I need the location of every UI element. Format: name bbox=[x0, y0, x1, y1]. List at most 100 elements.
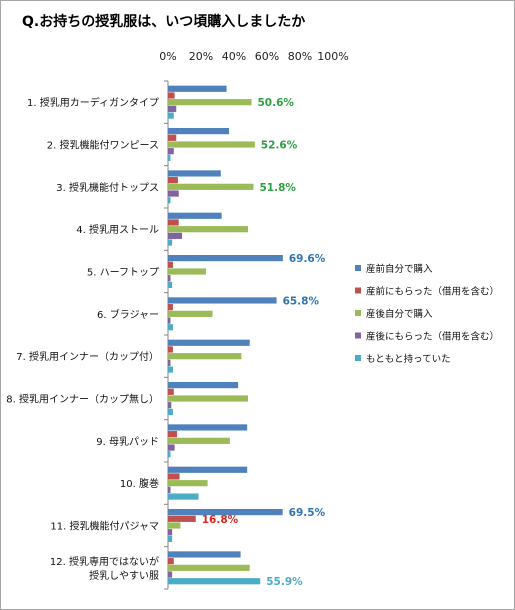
bar bbox=[168, 154, 171, 161]
bar bbox=[168, 564, 250, 571]
chart-title: Q.お持ちの授乳服は、いつ頃購入しましたか bbox=[22, 14, 306, 30]
x-tick-label: 60% bbox=[255, 50, 279, 63]
bar bbox=[168, 281, 173, 288]
bar bbox=[168, 382, 239, 389]
bar bbox=[168, 275, 171, 282]
bar bbox=[168, 317, 171, 324]
bar bbox=[168, 402, 172, 409]
bar bbox=[168, 366, 173, 373]
data-label: 69.5% bbox=[289, 507, 326, 519]
bar bbox=[168, 466, 248, 473]
bar bbox=[168, 112, 174, 119]
bar bbox=[168, 509, 283, 516]
legend-swatch bbox=[355, 310, 361, 316]
category-label: 9. 母乳パッド bbox=[96, 435, 159, 448]
x-tick-label: 100% bbox=[317, 50, 348, 63]
x-tick-label: 80% bbox=[288, 50, 312, 63]
bar bbox=[168, 268, 206, 275]
category-label: 2. 授乳機能付ワンピース bbox=[47, 139, 159, 152]
bar bbox=[168, 424, 248, 431]
category-label: 3. 授乳機能付トップス bbox=[56, 181, 159, 194]
legend-swatch bbox=[355, 332, 361, 339]
bar bbox=[168, 353, 242, 360]
bar bbox=[168, 105, 177, 112]
bar bbox=[168, 177, 178, 184]
category-label: 4. 授乳用ストール bbox=[76, 223, 159, 236]
bar bbox=[168, 134, 177, 141]
data-label: 69.6% bbox=[289, 253, 326, 265]
bar bbox=[168, 339, 250, 346]
bar bbox=[168, 437, 230, 444]
category-label: 7. 授乳用インナー（カップ付） bbox=[16, 350, 159, 363]
bar bbox=[168, 297, 277, 304]
data-label: 52.6% bbox=[261, 140, 298, 152]
bar bbox=[168, 451, 171, 458]
bar bbox=[168, 558, 174, 565]
x-tick-label: 0% bbox=[159, 50, 176, 63]
bar bbox=[168, 219, 179, 226]
bar bbox=[168, 183, 254, 190]
bar bbox=[168, 522, 181, 529]
legend-swatch bbox=[355, 287, 361, 294]
bar bbox=[168, 128, 230, 135]
bar bbox=[168, 310, 213, 317]
bar bbox=[168, 395, 249, 402]
category-label: 1. 授乳用カーディガンタイプ bbox=[27, 96, 159, 109]
bar bbox=[168, 324, 173, 331]
bar bbox=[168, 141, 255, 148]
bar bbox=[168, 346, 173, 353]
legend-label: 産前にもらった（借用を含む） bbox=[366, 286, 499, 298]
legend-label: 産後自分で購入 bbox=[366, 308, 433, 320]
bar bbox=[168, 92, 175, 99]
bar bbox=[168, 232, 183, 239]
legend-label: もともと持っていた bbox=[366, 353, 451, 365]
bar bbox=[168, 480, 208, 487]
legend-label: 産後にもらった（借用を含む） bbox=[366, 331, 499, 343]
bar bbox=[168, 255, 283, 262]
data-label: 51.8% bbox=[259, 182, 296, 194]
bar bbox=[168, 408, 173, 415]
category-label: 5. ハーフトップ bbox=[87, 267, 159, 279]
bar bbox=[168, 226, 249, 233]
bar bbox=[168, 261, 173, 268]
data-label: 50.6% bbox=[257, 97, 294, 109]
bar bbox=[168, 578, 261, 585]
bar bbox=[168, 190, 179, 197]
bar bbox=[168, 359, 171, 366]
data-label: 55.9% bbox=[266, 576, 303, 588]
bar bbox=[168, 515, 196, 522]
bar bbox=[168, 212, 222, 219]
category-label: 10. 腹巻 bbox=[120, 477, 159, 490]
data-label: 65.8% bbox=[283, 295, 320, 307]
bar bbox=[168, 304, 173, 311]
category-label: 授乳しやすい服 bbox=[89, 569, 159, 582]
bar bbox=[168, 170, 221, 177]
bar bbox=[168, 551, 241, 558]
bar bbox=[168, 388, 174, 395]
bar bbox=[168, 493, 199, 500]
bar bbox=[168, 529, 173, 536]
bar bbox=[168, 148, 174, 155]
bar bbox=[168, 473, 180, 480]
bar bbox=[168, 85, 227, 92]
category-label: 11. 授乳機能付パジャマ bbox=[50, 520, 159, 533]
bar bbox=[168, 99, 252, 106]
bar bbox=[168, 486, 171, 493]
category-label: 8. 授乳用インナー（カップ無し） bbox=[6, 393, 159, 406]
bar bbox=[168, 444, 175, 451]
legend-label: 産前自分で購入 bbox=[366, 263, 433, 275]
legend-swatch bbox=[355, 355, 361, 361]
x-tick-label: 40% bbox=[222, 50, 246, 63]
legend-swatch bbox=[355, 265, 361, 271]
bar bbox=[168, 431, 178, 438]
data-label: 16.8% bbox=[202, 514, 239, 526]
bar bbox=[168, 535, 173, 542]
category-label: 12. 授乳専用ではないが bbox=[50, 555, 159, 568]
x-tick-label: 20% bbox=[189, 50, 213, 63]
category-label: 6. ブラジャー bbox=[97, 308, 159, 321]
bar bbox=[168, 239, 173, 246]
bar bbox=[168, 571, 173, 578]
bar bbox=[168, 197, 171, 204]
